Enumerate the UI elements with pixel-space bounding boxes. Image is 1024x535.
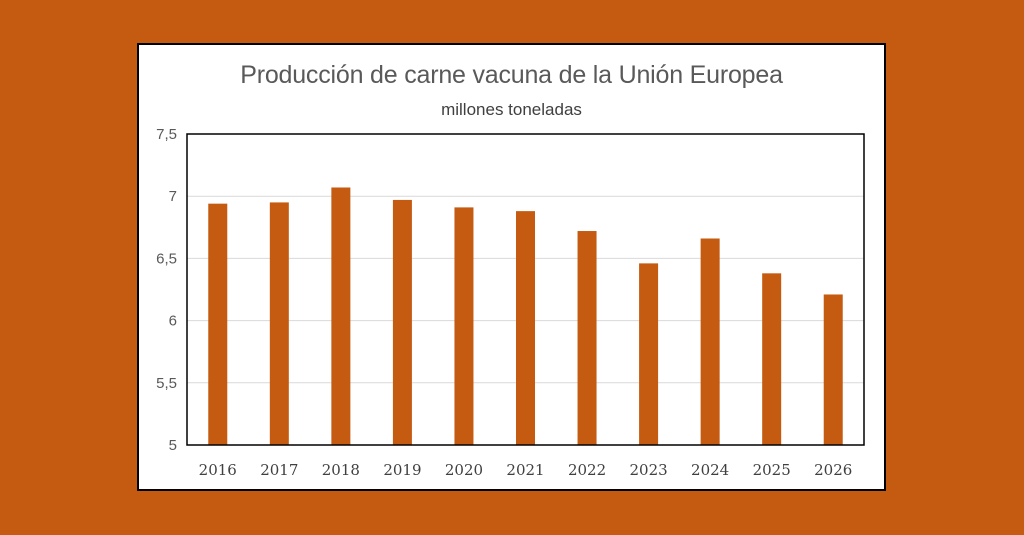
chart-subtitle: millones toneladas: [441, 100, 582, 119]
bar: [392, 199, 412, 445]
x-tick-label: 2017: [260, 461, 298, 479]
bar: [762, 273, 782, 445]
x-tick-label: 2023: [629, 461, 667, 479]
bar: [269, 202, 289, 445]
y-tick-label: 6: [169, 313, 177, 330]
x-tick-label: 2022: [568, 461, 606, 479]
x-tick-label: 2024: [691, 461, 729, 479]
x-tick-label: 2018: [322, 461, 360, 479]
x-tick-label: 2019: [383, 461, 421, 479]
y-tick-label: 5: [169, 437, 177, 454]
bar: [639, 263, 659, 445]
x-tick-label: 2016: [199, 461, 237, 479]
bar: [823, 294, 843, 445]
x-tick-label: 2021: [506, 461, 544, 479]
x-tick-label: 2026: [814, 461, 852, 479]
y-tick-label: 7: [169, 188, 177, 205]
chart-card: Producción de carne vacuna de la Unión E…: [137, 43, 886, 491]
x-tick-label: 2020: [445, 461, 483, 479]
plot-area-frame: [186, 133, 865, 446]
y-tick-label: 7,5: [156, 126, 177, 143]
bar: [454, 207, 474, 445]
bar: [208, 203, 228, 445]
chart-title: Producción de carne vacuna de la Unión E…: [240, 61, 783, 89]
x-tick-label: 2025: [753, 461, 791, 479]
bar: [516, 211, 535, 445]
bar: [700, 238, 720, 445]
bar-chart: 5 5,5 6 6,5 7 7,5 2016 2017 2018 2019 2020 2021 2022…: [156, 126, 865, 479]
bar: [577, 231, 597, 445]
bar: [331, 187, 351, 445]
y-tick-label: 5,5: [156, 375, 177, 392]
y-tick-label: 6,5: [156, 250, 177, 267]
